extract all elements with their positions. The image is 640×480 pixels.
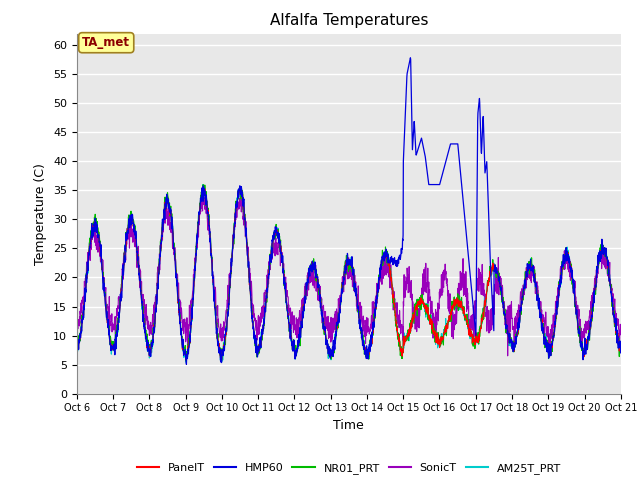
AM25T_PRT [584,334,592,340]
PanelT [73,340,81,346]
Line: NR01_PRT: NR01_PRT [77,185,621,361]
HMP60 [376,263,384,269]
AM25T_PRT [377,264,385,270]
SonicT [225,286,232,291]
SonicT [617,329,625,335]
NR01_PRT [570,285,577,290]
PanelT [365,352,372,358]
HMP60 [225,302,232,308]
SonicT [508,310,515,315]
SonicT [584,318,592,324]
Line: HMP60: HMP60 [77,58,621,364]
X-axis label: Time: Time [333,419,364,432]
NR01_PRT [617,344,625,350]
SonicT [365,324,372,330]
AM25T_PRT [182,359,189,365]
AM25T_PRT [73,341,81,347]
NR01_PRT [365,356,372,362]
Line: SonicT: SonicT [77,194,621,356]
HMP60 [508,336,515,342]
Line: PanelT: PanelT [77,188,621,360]
HMP60 [365,348,372,353]
AM25T_PRT [617,347,625,353]
AM25T_PRT [508,337,515,343]
NR01_PRT [73,335,81,340]
SonicT [376,276,384,282]
Y-axis label: Temperature (C): Temperature (C) [35,163,47,264]
PanelT [584,335,592,340]
SonicT [199,191,207,197]
NR01_PRT [508,335,515,340]
AM25T_PRT [225,293,233,299]
SonicT [504,353,511,359]
PanelT [377,265,385,271]
NR01_PRT [225,291,233,297]
NR01_PRT [377,267,385,273]
Title: Alfalfa Temperatures: Alfalfa Temperatures [269,13,428,28]
Legend: PanelT, HMP60, NR01_PRT, SonicT, AM25T_PRT: PanelT, HMP60, NR01_PRT, SonicT, AM25T_P… [132,458,565,478]
Line: AM25T_PRT: AM25T_PRT [77,185,621,362]
HMP60 [73,338,81,344]
SonicT [73,324,81,330]
HMP60 [570,276,577,282]
NR01_PRT [584,336,592,341]
PanelT [617,347,625,353]
Text: TA_met: TA_met [82,36,131,49]
NR01_PRT [217,359,225,364]
PanelT [570,278,577,284]
PanelT [225,295,233,300]
HMP60 [584,337,592,343]
SonicT [570,279,577,285]
AM25T_PRT [365,354,372,360]
NR01_PRT [200,182,207,188]
HMP60 [617,349,625,355]
PanelT [199,185,207,191]
HMP60 [182,361,190,367]
AM25T_PRT [199,182,207,188]
PanelT [218,358,225,363]
AM25T_PRT [570,278,577,284]
PanelT [508,336,515,342]
HMP60 [406,55,414,60]
